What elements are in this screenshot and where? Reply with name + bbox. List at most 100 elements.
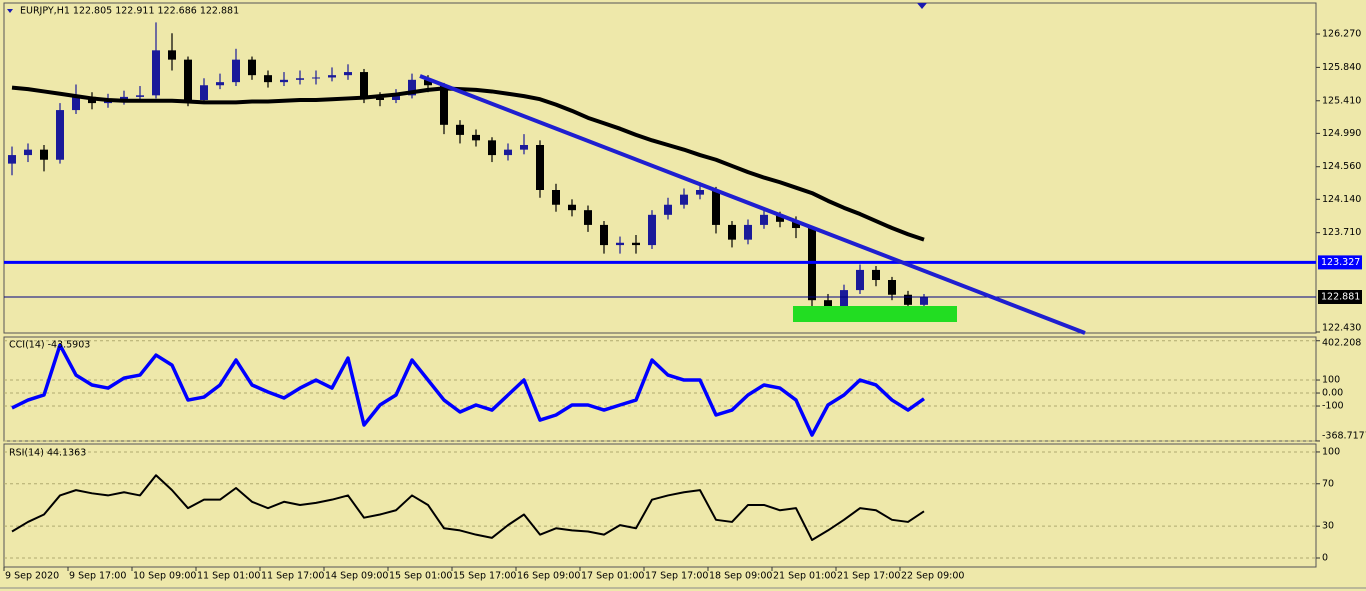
candle-body [568,204,576,211]
y-tick-label: 124.990 [1322,128,1361,139]
candle-body [168,50,176,60]
candle-body [248,59,256,76]
candle-body [584,210,592,225]
y-tick-label: 126.270 [1322,29,1361,40]
candle-body [232,59,240,83]
y-tick-label: 125.840 [1322,62,1361,73]
cci-title: CCI(14) -43.5903 [9,340,90,351]
candle-body [712,189,720,225]
candle-body [312,77,320,79]
candle-body [504,149,512,156]
candle-body [680,194,688,205]
rsi-title: RSI(14) 44.1363 [9,448,86,459]
candle-body [696,189,704,195]
candle-body [632,242,640,246]
candle-body [360,72,368,98]
y-tick-label: 30 [1322,521,1334,532]
indicator-line [11,343,926,437]
candle-body [744,224,752,240]
x-tick-label: 11 Sep 17:00 [261,571,324,582]
candle-body [824,300,832,312]
candle-body [872,269,880,281]
candle-body [392,95,400,100]
x-tick-label: 22 Sep 09:00 [901,571,964,582]
x-tick-label: 18 Sep 09:00 [709,571,772,582]
x-tick-label: 21 Sep 01:00 [773,571,836,582]
panel-frame [3,2,1317,334]
candle-body [760,214,768,225]
symbol-header: EURJPY,H1 122.805 122.911 122.686 122.88… [20,6,239,17]
y-tick-label: 100 [1322,446,1340,457]
price-level-tag [1318,289,1362,304]
y-tick-label: 0.00 [1322,388,1343,399]
candle-body [440,85,448,125]
candle-body [296,78,304,80]
candle-body [648,214,656,246]
y-tick-label: 0 [1322,552,1328,563]
chart-shift-marker [917,3,927,9]
y-tick-label: -368.7177 [1322,431,1366,442]
price-level-tag [1318,255,1362,270]
candle-body [8,155,16,164]
candle-body [344,72,352,76]
y-tick-label: 124.140 [1322,194,1361,205]
candle-body [136,95,144,97]
x-tick-label: 21 Sep 17:00 [837,571,900,582]
candle-body [72,96,80,111]
candle-body [920,297,928,305]
candle-body [56,110,64,160]
x-tick-label: 14 Sep 09:00 [325,571,388,582]
price-level-label: 122.881 [1321,291,1360,302]
candle-body [808,228,816,301]
x-tick-label: 11 Sep 01:00 [197,571,260,582]
candle-body [472,134,480,141]
x-tick-label: 17 Sep 17:00 [645,571,708,582]
symbol-menu-arrow[interactable] [7,9,13,13]
y-tick-label: 402.208 [1322,338,1361,349]
x-tick-label: 17 Sep 01:00 [581,571,644,582]
candle-body [216,82,224,86]
candle-body [888,280,896,295]
candle-body [520,144,528,150]
x-tick-label: 9 Sep 2020 [5,571,59,582]
candle-body [600,224,608,246]
indicator-line [11,474,925,541]
candle-body [24,149,32,156]
price-level-label: 123.327 [1321,257,1360,268]
candle-body [424,79,432,86]
x-tick-label: 9 Sep 17:00 [69,571,126,582]
candle-body [408,79,416,96]
x-tick-label: 15 Sep 01:00 [389,571,452,582]
candle-body [184,59,192,100]
candle-body [904,294,912,305]
candle-body [536,144,544,190]
candle-body [328,75,336,78]
y-tick-label: 123.710 [1322,227,1361,238]
layers: 126.270 125.840 125.410 124.990 124.560 124.1… [3,2,1366,582]
y-tick-label: 100 [1322,375,1340,386]
candle-body [376,97,384,100]
y-tick-label: 125.410 [1322,95,1361,106]
candle-body [264,75,272,83]
y-tick-label: -100 [1322,401,1344,412]
candle-body [856,269,864,291]
candle-body [792,221,800,229]
candle-body [120,96,128,100]
y-tick-label: 122.430 [1322,323,1361,334]
x-tick-label: 16 Sep 09:00 [517,571,580,582]
x-tick-label: 15 Sep 17:00 [453,571,516,582]
candle-body [840,290,848,312]
moving-average [11,85,925,242]
candle-body [280,79,288,83]
support-zone [793,306,957,322]
candle-body [664,204,672,215]
candle-body [200,85,208,100]
candle-body [776,214,784,222]
candle-body [456,124,464,135]
y-tick-label: 70 [1322,478,1334,489]
candle-body [616,242,624,246]
y-tick-label: 124.560 [1322,161,1361,172]
candle-body [152,50,160,96]
candle-body [40,149,48,160]
